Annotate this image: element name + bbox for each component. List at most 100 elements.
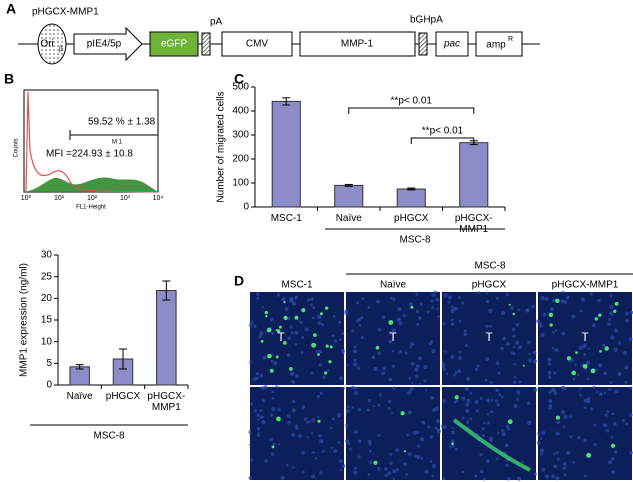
nucleus xyxy=(562,462,567,466)
nucleus xyxy=(625,318,629,323)
nucleus xyxy=(356,366,361,370)
nucleus xyxy=(552,452,556,456)
nucleus xyxy=(602,423,606,427)
nucleus xyxy=(539,437,543,440)
nucleus xyxy=(353,429,358,435)
gfp-cell xyxy=(324,371,328,375)
nucleus xyxy=(341,349,346,354)
nucleus xyxy=(271,407,276,412)
nucleus xyxy=(338,320,342,324)
nucleus xyxy=(331,334,335,338)
x-tick-label-box: Naïve xyxy=(67,391,93,402)
gfp-cell xyxy=(507,419,513,425)
x-tick-label: pHGCX xyxy=(394,213,429,224)
nucleus xyxy=(291,379,296,385)
nucleus xyxy=(629,413,633,417)
nucleus xyxy=(617,372,622,377)
nucleus xyxy=(337,413,342,418)
nucleus xyxy=(577,436,581,440)
nucleus xyxy=(286,316,291,321)
gfp-cell xyxy=(283,301,286,304)
nucleus xyxy=(311,418,316,423)
nucleus xyxy=(387,406,391,410)
nucleus xyxy=(490,410,494,414)
gfp-cell xyxy=(610,443,616,448)
nucleus xyxy=(258,334,262,339)
nucleus xyxy=(259,373,264,378)
column-label: MSC-1 xyxy=(281,280,313,291)
nucleus xyxy=(289,372,294,376)
nucleus xyxy=(339,468,343,472)
nucleus xyxy=(474,367,479,371)
nucleus xyxy=(463,329,467,333)
x-tick-label: Naïve xyxy=(335,213,362,224)
sig-bracket xyxy=(410,137,475,144)
nucleus xyxy=(517,345,522,350)
nucleus xyxy=(406,433,410,437)
gfp-cell xyxy=(454,395,459,400)
nucleus xyxy=(464,386,469,391)
nucleus xyxy=(294,342,298,346)
nucleus xyxy=(576,373,580,376)
nucleus xyxy=(424,469,429,474)
nucleus xyxy=(485,291,489,295)
nucleus xyxy=(273,361,278,366)
nucleus xyxy=(309,303,313,307)
nucleus xyxy=(451,318,454,322)
nucleus xyxy=(271,331,275,335)
nucleus xyxy=(270,452,275,457)
nucleus xyxy=(295,374,299,379)
nucleus xyxy=(377,434,381,437)
nucleus xyxy=(248,430,252,434)
nucleus xyxy=(505,342,510,346)
gfp-cell xyxy=(311,342,317,348)
nucleus xyxy=(249,458,254,462)
nucleus xyxy=(556,457,561,461)
nucleus xyxy=(257,418,260,422)
nucleus xyxy=(579,393,582,397)
nucleus xyxy=(571,314,576,319)
nucleus xyxy=(381,371,386,376)
nucleus xyxy=(423,379,427,383)
micrograph xyxy=(250,292,344,385)
gfp-cell xyxy=(582,364,588,369)
nucleus xyxy=(556,420,561,425)
nucleus xyxy=(329,426,333,430)
nucleus xyxy=(465,402,470,407)
pac-label: pac xyxy=(443,39,460,50)
nucleus xyxy=(344,424,349,428)
nucleus xyxy=(533,472,537,476)
nucleus xyxy=(377,351,382,355)
nucleus xyxy=(448,445,452,449)
mmp-label: MMP-1 xyxy=(341,39,374,50)
nucleus xyxy=(303,417,308,421)
nucleus xyxy=(301,335,305,339)
nucleus xyxy=(351,406,355,409)
nucleus xyxy=(431,349,436,354)
nucleus xyxy=(435,297,440,302)
nucleus xyxy=(599,392,603,396)
nucleus xyxy=(341,463,346,468)
nucleus xyxy=(613,450,618,454)
nucleus xyxy=(450,430,455,435)
gfp-cell xyxy=(594,317,598,321)
nucleus xyxy=(484,378,488,382)
nucleus xyxy=(595,368,598,372)
flow-tick-label: 10⁴ xyxy=(153,195,164,202)
nucleus xyxy=(512,345,516,349)
gfp-cell xyxy=(289,366,293,371)
nucleus xyxy=(415,292,419,296)
nucleus xyxy=(502,336,507,341)
nucleus xyxy=(621,418,625,423)
nucleus xyxy=(623,350,627,355)
nucleus xyxy=(572,377,576,381)
nucleus xyxy=(486,459,490,463)
gfp-cell xyxy=(575,351,578,354)
error-bar xyxy=(407,187,416,191)
y-axis-label: MMP1 expression (ng/ml) xyxy=(19,263,30,377)
nucleus xyxy=(256,296,260,300)
nucleus xyxy=(294,296,298,300)
nucleus xyxy=(591,323,596,328)
nucleus xyxy=(269,413,274,417)
nucleus xyxy=(388,331,392,335)
